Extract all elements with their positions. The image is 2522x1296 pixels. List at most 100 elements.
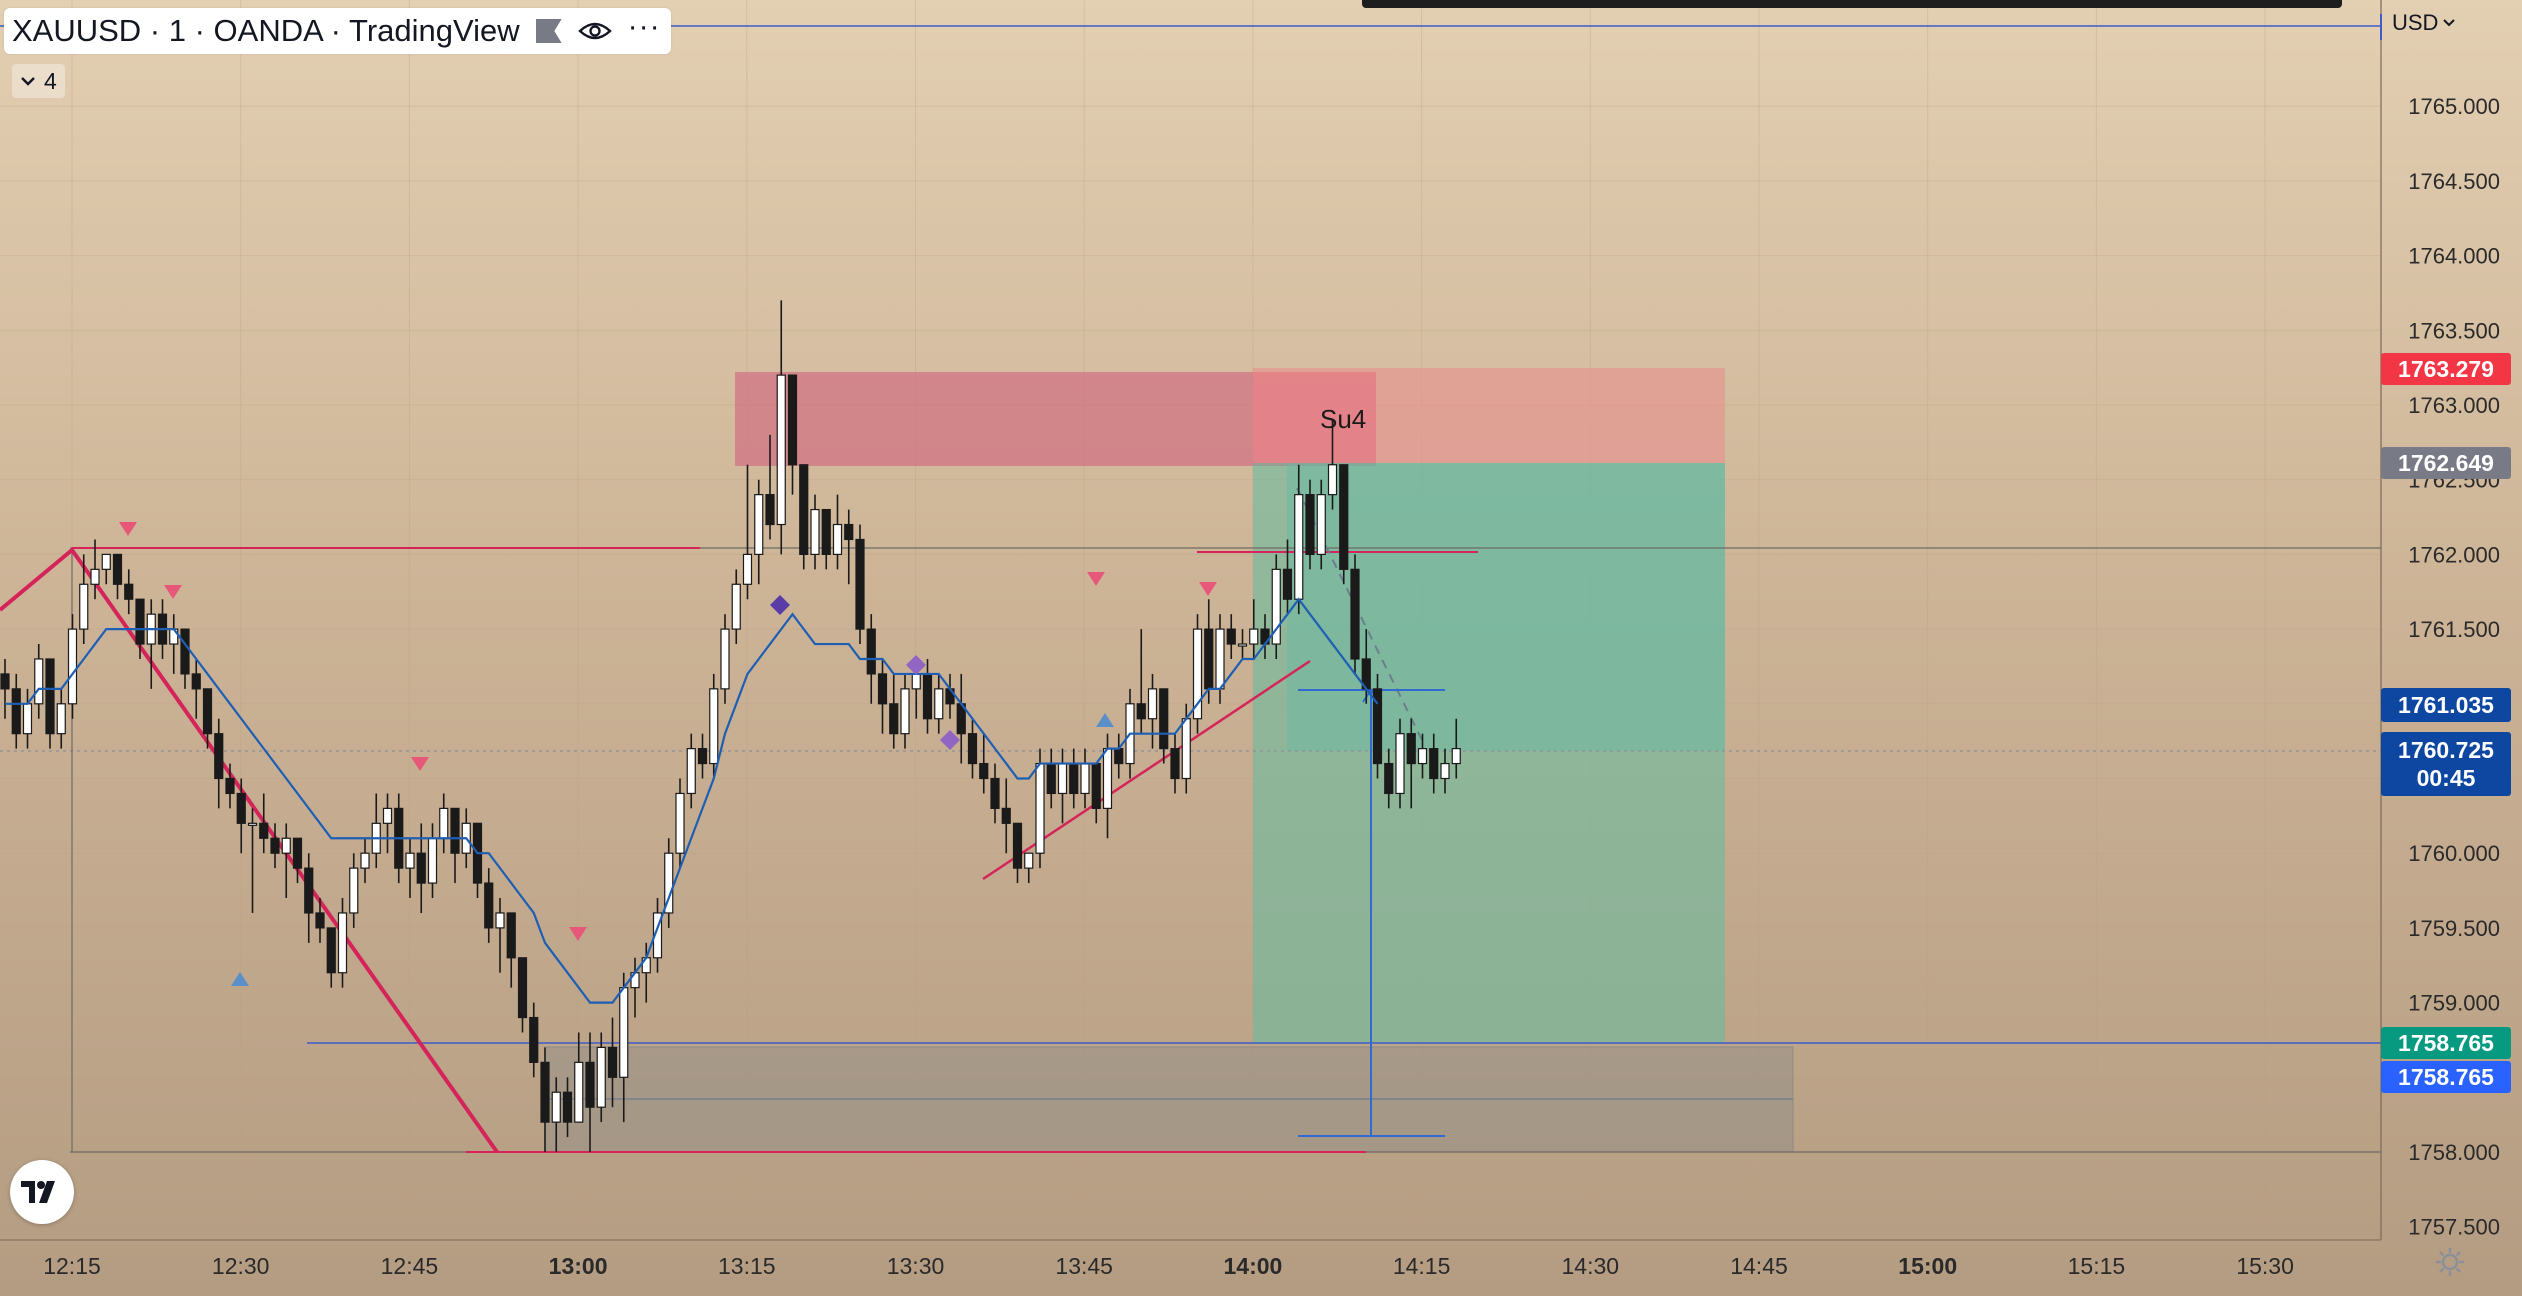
bullish-candle [1035, 762, 1045, 854]
bearish-candle [1282, 568, 1293, 600]
bullish-candle [900, 688, 910, 735]
signal-markers [119, 522, 1217, 986]
bearish-candle [191, 673, 201, 690]
time-tick-label: 13:45 [1055, 1253, 1113, 1279]
bearish-candle [1339, 464, 1349, 570]
eye-icon[interactable] [577, 18, 612, 44]
bearish-candle [990, 777, 1000, 809]
down-triangle-marker [411, 757, 429, 771]
more-options-icon[interactable]: ··· [627, 10, 661, 43]
price-tick-label: 1764.500 [2408, 169, 2500, 194]
bullish-candle [1181, 718, 1191, 780]
time-tick-label: 14:15 [1393, 1253, 1451, 1279]
bearish-candle [1114, 748, 1124, 765]
indicators-toggle[interactable]: 4 [12, 64, 65, 98]
bullish-candle [1294, 494, 1304, 600]
diamond-marker [770, 595, 790, 615]
bullish-candle [1451, 748, 1461, 765]
bearish-candle [697, 748, 708, 765]
bearish-candle [866, 628, 876, 675]
bullish-candle [101, 553, 111, 570]
bearish-candle [202, 688, 213, 735]
bullish-candle [1080, 762, 1090, 795]
time-axis[interactable]: 12:15 12:30 12:45 13:00 13:15 13:30 13:45 14:00… [43, 1253, 2294, 1279]
bullish-candle [911, 673, 921, 690]
bearish-candle [585, 1061, 595, 1108]
bearish-candle [787, 374, 798, 466]
bullish-candle [776, 374, 786, 526]
bullish-candle [1271, 568, 1281, 645]
bullish-candle [405, 852, 415, 869]
bearish-candle [214, 733, 224, 780]
bearish-candle [1429, 748, 1439, 780]
symbol-title[interactable]: XAUUSD · 1 · OANDA · TradingView [12, 13, 520, 48]
bearish-candle [922, 673, 933, 720]
time-tick-label: 12:30 [212, 1253, 270, 1279]
gear-icon[interactable] [2432, 1244, 2468, 1280]
bearish-candle [517, 957, 528, 1019]
down-triangle-marker [119, 522, 137, 536]
bullish-candle [1440, 762, 1450, 780]
bullish-candle [596, 1046, 606, 1108]
bearish-candle [844, 523, 854, 541]
bearish-candle [416, 852, 426, 884]
bullish-candle [551, 1091, 561, 1123]
bearish-candle [1136, 703, 1146, 720]
up-triangle-marker [1096, 713, 1114, 727]
time-tick-label: 13:30 [887, 1253, 945, 1279]
bullish-candle [34, 658, 44, 705]
bearish-candle [225, 777, 235, 795]
alert-price-tag: 1761.035 [2381, 688, 2511, 722]
time-tick-label: 14:00 [1223, 1253, 1282, 1279]
diamond-marker [940, 730, 960, 750]
bullish-candle [810, 508, 820, 555]
bearish-candle [259, 822, 269, 839]
symbol-legend[interactable]: XAUUSD · 1 · OANDA · TradingView ··· [4, 8, 671, 54]
bullish-candle [574, 1061, 584, 1123]
bullish-candle [337, 912, 348, 974]
currency-selector[interactable]: USD [2392, 10, 2456, 36]
bullish-candle [1417, 748, 1428, 765]
price-tick-label: 1761.500 [2408, 617, 2500, 642]
chevron-down-icon [2443, 19, 2456, 27]
time-tick-label: 15:30 [2236, 1253, 2294, 1279]
target-price-tag: 1758.765 [2381, 1027, 2511, 1059]
price-tick-label: 1758.000 [2408, 1140, 2500, 1165]
bearish-candle [270, 837, 280, 854]
price-tick-label: 1759.000 [2408, 991, 2500, 1016]
bearish-candle [292, 837, 303, 869]
bullish-candle [22, 703, 33, 735]
stop-loss-zone[interactable] [1253, 368, 1725, 463]
bullish-candle [1102, 748, 1113, 809]
bearish-candle [540, 1061, 550, 1123]
bullish-candle [360, 852, 370, 869]
bearish-candle [877, 673, 888, 705]
bullish-candle [382, 807, 393, 824]
bullish-candle [439, 807, 449, 839]
time-tick-label: 12:45 [381, 1253, 439, 1279]
price-tick-label: 1760.000 [2408, 841, 2500, 866]
down-triangle-marker [569, 927, 587, 941]
bearish-candle [180, 628, 190, 675]
profit-zone-highlight [1287, 463, 1725, 751]
time-tick-label: 14:45 [1730, 1253, 1788, 1279]
bearish-candle [1046, 762, 1056, 795]
bearish-candle [1001, 807, 1011, 824]
stop-price-tag: 1763.279 [2381, 353, 2511, 385]
bearish-candle [1226, 628, 1236, 645]
bearish-candle [0, 673, 10, 690]
bearish-candle [1069, 762, 1079, 795]
flag-icon[interactable] [535, 19, 562, 43]
tradingview-logo[interactable] [10, 1160, 74, 1224]
take-profit-zone[interactable] [1253, 463, 1725, 1043]
bullish-candle [427, 837, 438, 884]
bullish-candle [281, 837, 291, 854]
bullish-candle [90, 568, 100, 585]
price-axis[interactable]: 1765.000 1764.500 1764.000 1763.500 1763.000… [2408, 94, 2500, 1240]
bullish-candle [832, 523, 843, 556]
bullish-candle [79, 583, 89, 630]
bullish-candle [754, 494, 764, 556]
bullish-candle [1147, 688, 1158, 720]
bullish-candle [652, 912, 663, 959]
